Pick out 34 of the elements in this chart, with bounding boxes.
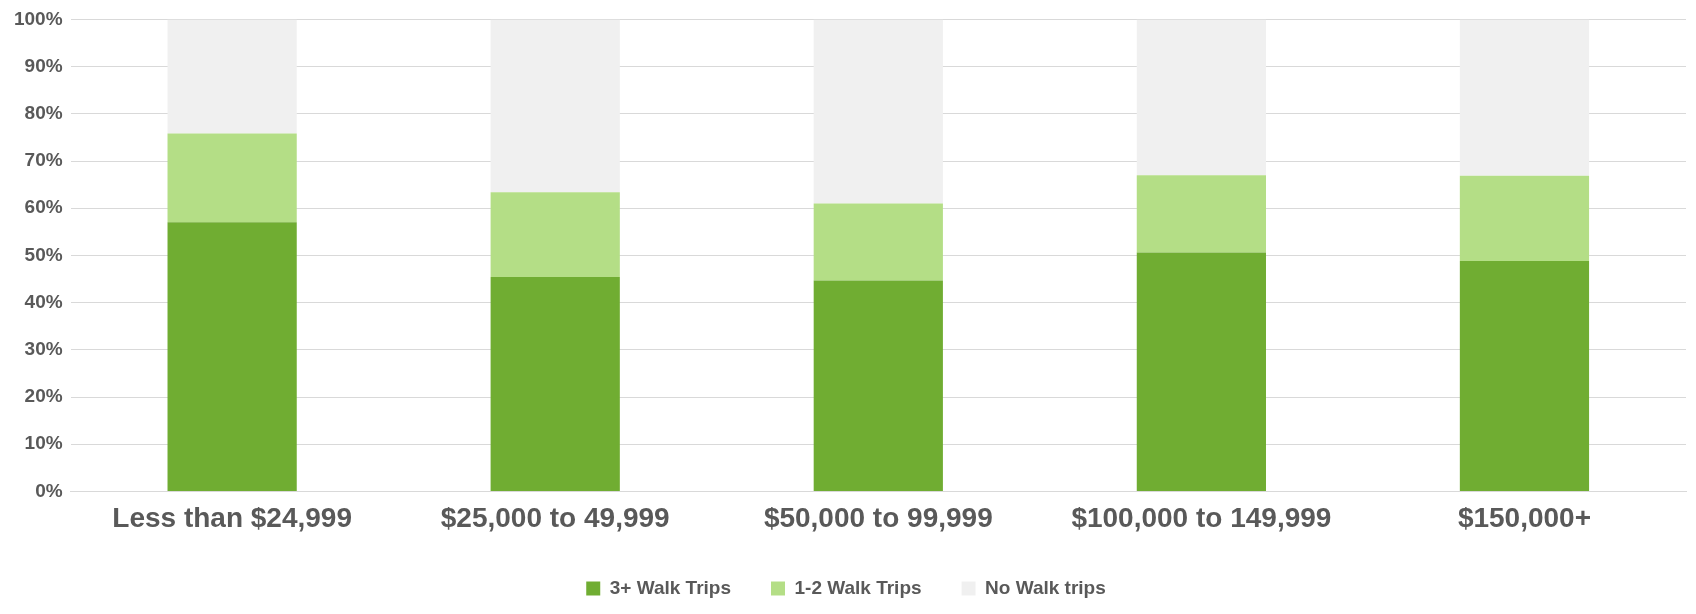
- y-tick-label: 70%: [24, 149, 63, 171]
- y-tick-label: 40%: [24, 290, 63, 312]
- bar: [1459, 19, 1590, 176]
- bar: [813, 280, 943, 491]
- y-tick-label: 10%: [24, 432, 63, 454]
- legend-label: No Walk trips: [985, 576, 1106, 598]
- y-tick-label: 100%: [13, 7, 63, 29]
- x-tick-label: Less than $24,999: [112, 501, 352, 533]
- legend-label: 1-2 Walk Trips: [794, 576, 922, 598]
- x-tick-label: $100,000 to 149,999: [1071, 501, 1332, 533]
- bar: [1136, 175, 1266, 253]
- y-tick-label: 60%: [24, 196, 63, 218]
- bar: [167, 19, 297, 134]
- legend-label: 3+ Walk Trips: [609, 576, 731, 598]
- bar: [1136, 252, 1266, 491]
- bar: [1136, 19, 1266, 176]
- bar: [490, 192, 620, 278]
- x-tick-label: $50,000 to 99,999: [763, 501, 993, 533]
- y-tick-label: 20%: [24, 385, 63, 407]
- y-tick-label: 90%: [24, 54, 63, 76]
- bar: [167, 222, 297, 491]
- y-tick-label: 0%: [35, 479, 63, 501]
- y-tick-label: 50%: [24, 243, 63, 265]
- x-tick-label: $150,000+: [1457, 501, 1592, 533]
- y-tick-label: 80%: [24, 102, 63, 124]
- bar: [490, 277, 620, 491]
- bar: [1459, 175, 1590, 262]
- y-tick-label: 30%: [24, 338, 63, 360]
- bar: [813, 203, 943, 281]
- x-tick-label: $25,000 to 49,999: [440, 501, 670, 533]
- bar: [1459, 261, 1590, 491]
- bar: [813, 19, 943, 204]
- bar: [167, 133, 297, 223]
- bar: [490, 19, 620, 193]
